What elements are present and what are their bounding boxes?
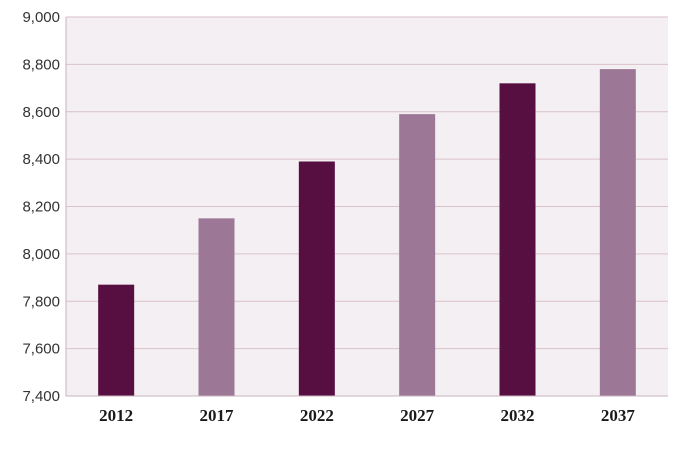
y-axis-ticks: 7,400 7,600 7,800 8,000 8,200 8,400 8,600 8,800…: [22, 9, 60, 405]
gridlines: [66, 16, 668, 350]
bar-2017: [198, 218, 235, 396]
x-tick-label: 2032: [501, 406, 535, 425]
x-tick-label: 2017: [200, 406, 235, 425]
x-tick-label: 2012: [99, 406, 133, 425]
bar-2032: [499, 83, 536, 396]
y-tick-label: 7,800: [22, 293, 60, 310]
bar-2012: [98, 284, 135, 396]
bar-2027: [399, 114, 436, 397]
x-tick-label: 2037: [601, 406, 636, 425]
y-tick-label: 7,600: [22, 341, 60, 358]
y-tick-label: 8,600: [22, 104, 60, 121]
y-tick-label: 8,400: [22, 151, 60, 168]
bar-2022: [298, 161, 335, 396]
y-tick-label: 8,200: [22, 199, 60, 216]
y-tick-label: 8,800: [22, 56, 60, 73]
bars: [98, 69, 636, 397]
x-tick-label: 2027: [400, 406, 435, 425]
x-axis-ticks: 2012 2017 2022 2027 2032 2037: [99, 406, 635, 425]
x-tick-label: 2022: [300, 406, 334, 425]
y-tick-label: 9,000: [22, 9, 60, 26]
y-tick-label: 7,400: [22, 388, 60, 405]
y-tick-label: 8,000: [22, 246, 60, 263]
bar-2037: [599, 69, 636, 397]
